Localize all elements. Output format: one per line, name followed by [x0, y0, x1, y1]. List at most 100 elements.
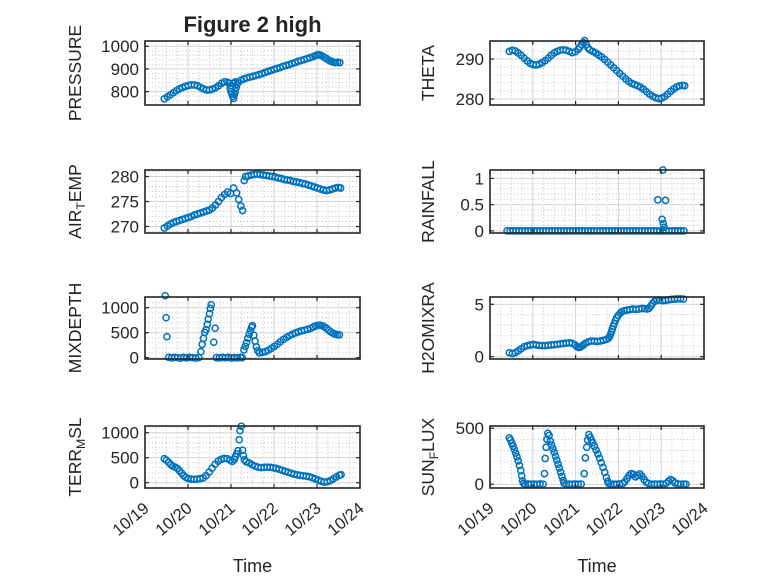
data-point-marker [540, 469, 549, 478]
data-point-marker [240, 176, 249, 185]
y-tick-label: 1000 [101, 37, 139, 56]
data-point-marker [205, 309, 214, 318]
data-point-marker [582, 443, 591, 452]
data-point-marker [677, 227, 685, 235]
y-tick-label: 5 [475, 295, 484, 314]
y-tick-label: 0 [475, 475, 484, 494]
data-point-marker [635, 470, 644, 478]
data-point-marker [517, 471, 526, 480]
axes-frame [144, 425, 361, 489]
y-axis-label: AIRTEMP [65, 164, 88, 239]
x-axis-label-right: Time [577, 556, 617, 576]
x-axis-label-left: Time [232, 556, 273, 576]
y-tick-label: 800 [111, 83, 139, 102]
y-tick-label: 500 [456, 419, 484, 438]
axes-frame [489, 296, 705, 360]
data-point-marker [199, 334, 208, 343]
y-axis-label: H2OMIXRA [418, 282, 438, 374]
data-point-marker [203, 320, 212, 329]
data-point-marker [331, 184, 340, 192]
data-point-marker [660, 223, 669, 232]
data-point-marker [235, 435, 244, 444]
data-point-marker [658, 215, 666, 224]
data-point-marker [584, 43, 592, 52]
data-point-marker [554, 460, 562, 468]
y-tick-label: 290 [456, 50, 484, 69]
y-tick-label: 500 [111, 324, 139, 343]
data-point-marker [243, 334, 252, 343]
data-point-marker [513, 453, 521, 461]
subplot-mixdepth: 0 500 1000 MIXDEPTH [65, 283, 361, 373]
data-point-marker [618, 479, 627, 488]
data-point-marker [551, 452, 560, 461]
data-point-marker [240, 346, 248, 354]
data-point-marker [197, 347, 205, 356]
y-tick-label: 280 [111, 167, 139, 186]
data-point-marker [588, 438, 597, 447]
subplot-sun-flux: 0 500 SUNFLUX 10/19 10/20 10/21 10/22 10/23 10/2… [418, 417, 711, 539]
data-point-marker [238, 353, 247, 362]
data-point-marker [676, 294, 685, 303]
x-tick-label: 10/24 [668, 499, 711, 539]
data-points [505, 294, 688, 358]
data-point-marker [549, 444, 557, 453]
x-tick-label: 10/21 [195, 499, 238, 539]
y-tick-label: 1000 [101, 299, 139, 318]
data-point-marker [516, 466, 525, 475]
axes-frame [144, 296, 361, 360]
data-point-marker [638, 304, 646, 313]
y-tick-label: 275 [111, 192, 139, 211]
data-point-marker [238, 206, 247, 215]
data-point-marker [242, 338, 251, 347]
data-point-marker [237, 202, 245, 210]
y-tick-label: 1000 [101, 424, 139, 443]
x-tick-label: 10/20 [152, 499, 195, 539]
data-points [160, 422, 345, 486]
data-point-marker [675, 81, 684, 90]
x-tick-label: 10/21 [540, 499, 583, 539]
x-tick-label: 10/19 [109, 499, 152, 539]
data-point-marker [162, 313, 170, 322]
y-tick-label: 0 [130, 349, 139, 368]
data-point-marker [231, 87, 240, 96]
x-tick-label: 10/19 [454, 499, 497, 539]
y-tick-label: 270 [111, 217, 139, 236]
data-point-marker [336, 184, 345, 192]
grid [490, 170, 704, 233]
data-point-marker [679, 295, 688, 303]
data-point-marker [552, 456, 561, 464]
data-point-marker [209, 338, 218, 347]
y-tick-label: 900 [111, 60, 139, 79]
grid [490, 297, 704, 359]
data-point-marker [546, 437, 555, 445]
data-point-marker [198, 340, 207, 349]
data-point-marker [590, 442, 599, 451]
subplot-terr-msl: 0 500 1000 TERRMSL 10/19 10/20 10/21 10/22 10/23… [65, 417, 367, 540]
data-point-marker [515, 461, 524, 470]
data-points [160, 50, 344, 103]
data-point-marker [245, 330, 253, 339]
data-point-marker [236, 426, 244, 435]
y-tick-label: 280 [456, 90, 484, 109]
data-point-marker [555, 464, 564, 472]
data-points [160, 170, 345, 232]
y-tick-label: 0 [475, 222, 484, 241]
data-point-marker [163, 332, 171, 341]
data-point-marker [592, 446, 600, 454]
data-point-marker [232, 189, 241, 197]
data-point-marker [558, 472, 566, 481]
y-tick-label: 0.5 [460, 196, 484, 215]
data-point-marker [206, 304, 215, 313]
data-point-marker [595, 454, 604, 463]
y-tick-label: 500 [111, 449, 139, 468]
x-tick-label: 10/23 [281, 499, 324, 539]
data-point-marker [220, 78, 229, 86]
y-axis-label: THETA [418, 45, 438, 101]
data-point-marker [211, 324, 219, 333]
y-tick-label: 1 [475, 169, 484, 188]
data-point-marker [514, 457, 523, 465]
y-axis-label: PRESSURE [65, 25, 85, 121]
data-point-marker [653, 196, 662, 204]
data-point-marker [207, 300, 216, 309]
